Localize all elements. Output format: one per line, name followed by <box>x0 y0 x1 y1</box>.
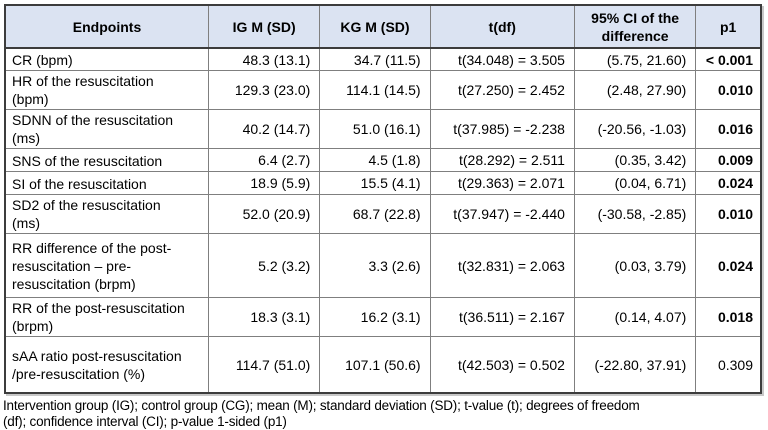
ig-value-cell: 5.2 (3.2) <box>208 233 321 299</box>
tdf-value-cell: t(27.250) = 2.452 <box>429 70 575 111</box>
endpoints-results-table: Endpoints IG M (SD) KG M (SD) t(df) 95% … <box>4 4 762 394</box>
ci-value-cell: (0.14, 4.07) <box>573 297 697 338</box>
tdf-value-cell: t(37.947) = -2.440 <box>429 194 575 235</box>
column-header-tdf: t(df) <box>429 4 575 49</box>
tdf-value-cell: t(32.831) = 2.063 <box>429 233 575 299</box>
ci-value-cell: (2.48, 27.90) <box>573 70 697 111</box>
kg-value-cell: 16.2 (3.1) <box>319 297 431 338</box>
p-value-cell: 0.018 <box>695 297 762 338</box>
ig-value-cell: 40.2 (14.7) <box>208 109 321 150</box>
table-row: CR (bpm) 48.3 (13.1) 34.7 (11.5) t(34.04… <box>4 47 762 72</box>
kg-value-cell: 68.7 (22.8) <box>319 194 431 235</box>
tdf-value-cell: t(34.048) = 3.505 <box>429 47 575 72</box>
kg-value-cell: 4.5 (1.8) <box>319 148 431 173</box>
tdf-value-cell: t(37.985) = -2.238 <box>429 109 575 150</box>
kg-value-cell: 3.3 (2.6) <box>319 233 431 299</box>
kg-value-cell: 51.0 (16.1) <box>319 109 431 150</box>
ci-value-cell: (5.75, 21.60) <box>573 47 697 72</box>
table-row: SDNN of the resuscitation (ms) 40.2 (14.… <box>4 109 762 150</box>
ci-value-cell: (-20.56, -1.03) <box>573 109 697 150</box>
endpoint-cell: sAA ratio post-resuscitation /pre-resusc… <box>4 336 210 394</box>
ig-value-cell: 129.3 (23.0) <box>208 70 321 111</box>
ig-value-cell: 6.4 (2.7) <box>208 148 321 173</box>
kg-value-cell: 107.1 (50.6) <box>319 336 431 394</box>
tdf-value-cell: t(42.503) = 0.502 <box>429 336 575 394</box>
kg-value-cell: 15.5 (4.1) <box>319 171 431 196</box>
p-value-cell: 0.024 <box>695 233 762 299</box>
endpoint-cell: RR difference of the post-resuscitation … <box>4 233 210 299</box>
header-row: Endpoints IG M (SD) KG M (SD) t(df) 95% … <box>4 4 762 49</box>
footnote-line-2: (df); confidence interval (CI); p-value … <box>3 413 287 429</box>
p-value-cell: 0.309 <box>695 336 762 394</box>
endpoint-cell: SD2 of the resuscitation (ms) <box>4 194 210 235</box>
p-value-cell: 0.024 <box>695 171 762 196</box>
endpoint-cell: RR of the post-resuscitation (brpm) <box>4 297 210 338</box>
endpoint-cell: SNS of the resuscitation <box>4 148 210 173</box>
table-row: SI of the resuscitation 18.9 (5.9) 15.5 … <box>4 171 762 196</box>
ig-value-cell: 18.3 (3.1) <box>208 297 321 338</box>
column-header-p: p1 <box>695 4 762 49</box>
ig-value-cell: 114.7 (51.0) <box>208 336 321 394</box>
column-header-kg: KG M (SD) <box>319 4 431 49</box>
p-value-cell: 0.009 <box>695 148 762 173</box>
ci-value-cell: (-22.80, 37.91) <box>573 336 697 394</box>
table-row: RR of the post-resuscitation (brpm) 18.3… <box>4 297 762 338</box>
p-value-cell: 0.010 <box>695 70 762 111</box>
table-row: sAA ratio post-resuscitation /pre-resusc… <box>4 336 762 394</box>
ci-value-cell: (0.35, 3.42) <box>573 148 697 173</box>
table-row: SNS of the resuscitation 6.4 (2.7) 4.5 (… <box>4 148 762 173</box>
table-footnote: Intervention group (IG); control group (… <box>3 398 768 430</box>
ci-value-cell: (-30.58, -2.85) <box>573 194 697 235</box>
ig-value-cell: 52.0 (20.9) <box>208 194 321 235</box>
column-header-ig: IG M (SD) <box>208 4 321 49</box>
p-value-cell: 0.010 <box>695 194 762 235</box>
footnote-line-1: Intervention group (IG); control group (… <box>3 397 640 413</box>
endpoint-cell: HR of the resuscitation (bpm) <box>4 70 210 111</box>
p-value-cell: 0.016 <box>695 109 762 150</box>
column-header-ci: 95% CI of the difference <box>573 4 697 49</box>
ci-value-cell: (0.04, 6.71) <box>573 171 697 196</box>
endpoint-cell: SDNN of the resuscitation (ms) <box>4 109 210 150</box>
column-header-endpoints: Endpoints <box>4 4 210 49</box>
p-value-cell: < 0.001 <box>695 47 762 72</box>
tdf-value-cell: t(28.292) = 2.511 <box>429 148 575 173</box>
tdf-value-cell: t(29.363) = 2.071 <box>429 171 575 196</box>
ig-value-cell: 48.3 (13.1) <box>208 47 321 72</box>
kg-value-cell: 34.7 (11.5) <box>319 47 431 72</box>
ci-value-cell: (0.03, 3.79) <box>573 233 697 299</box>
table-row: SD2 of the resuscitation (ms) 52.0 (20.9… <box>4 194 762 235</box>
table-row: RR difference of the post-resuscitation … <box>4 233 762 299</box>
ig-value-cell: 18.9 (5.9) <box>208 171 321 196</box>
endpoint-cell: CR (bpm) <box>4 47 210 72</box>
kg-value-cell: 114.1 (14.5) <box>319 70 431 111</box>
endpoint-cell: SI of the resuscitation <box>4 171 210 196</box>
table-row: HR of the resuscitation (bpm) 129.3 (23.… <box>4 70 762 111</box>
tdf-value-cell: t(36.511) = 2.167 <box>429 297 575 338</box>
